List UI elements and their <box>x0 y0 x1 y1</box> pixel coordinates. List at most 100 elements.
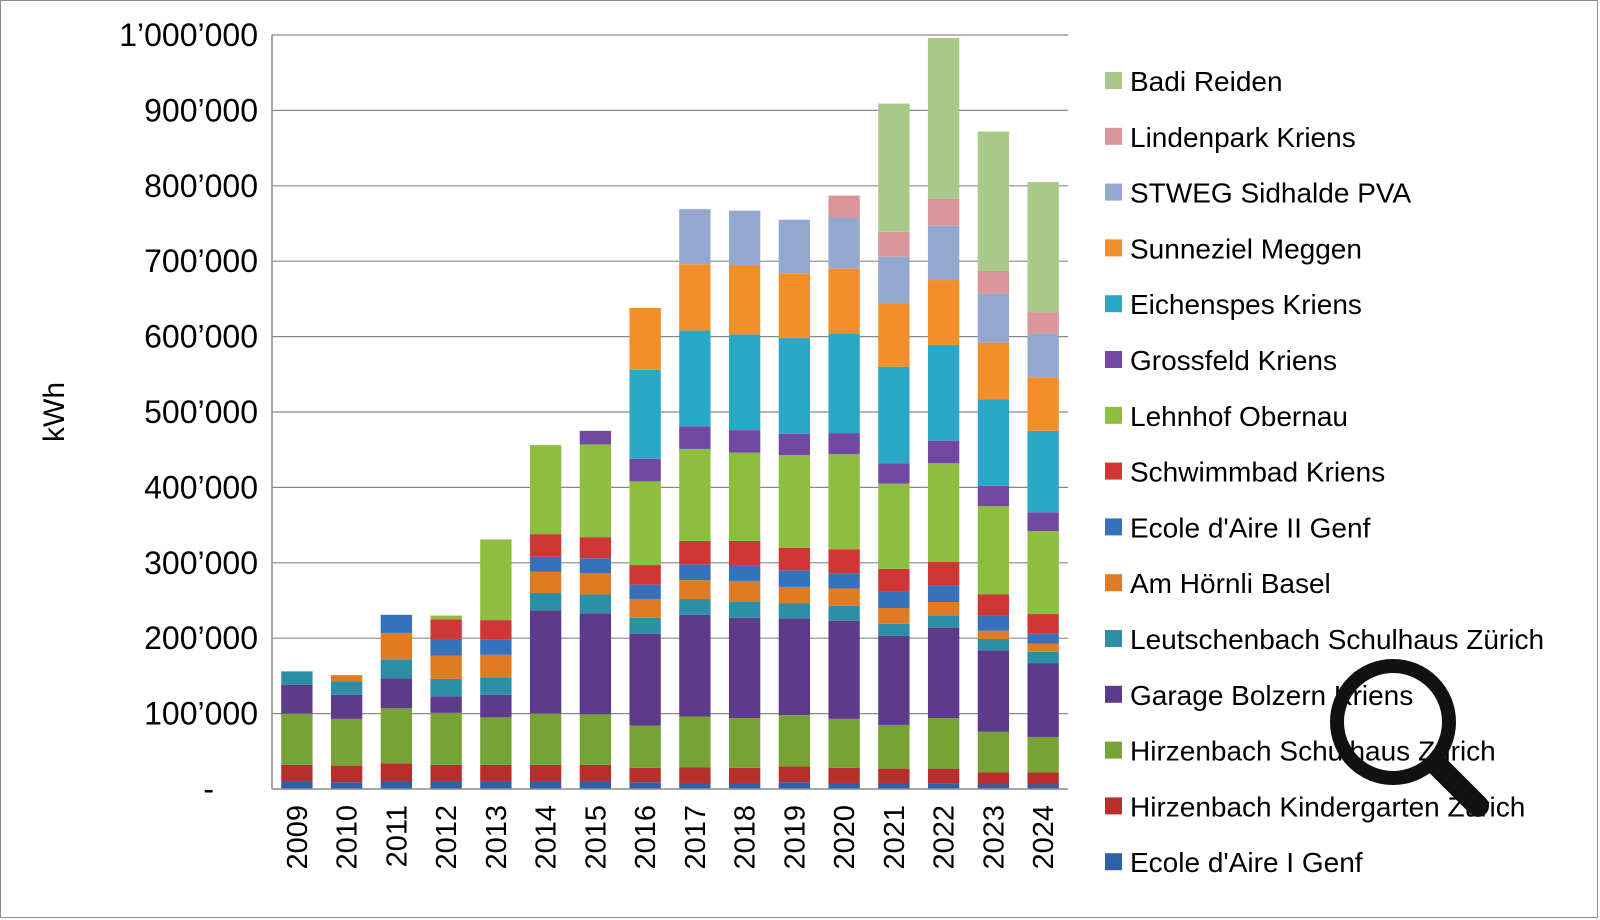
x-tick-label: 2024 <box>1028 805 1060 870</box>
bar-segment <box>878 256 910 304</box>
bar-segment <box>679 264 711 331</box>
bar-segment <box>330 718 363 766</box>
bar-segment <box>480 764 512 782</box>
bar-segment <box>430 712 462 765</box>
bar-segment <box>629 565 661 585</box>
bar-segment <box>977 594 1010 616</box>
legend-label: Badi Reiden <box>1130 66 1283 97</box>
bar-segment <box>878 366 910 464</box>
bar-segment <box>430 764 462 782</box>
y-tick-label: 500’000 <box>144 394 258 430</box>
legend-label: Lehnhof Obernau <box>1130 401 1348 432</box>
bar-segment <box>480 781 512 789</box>
bar-segment <box>679 580 711 599</box>
bar-segment <box>728 565 761 581</box>
y-tick-label: 400’000 <box>144 469 258 505</box>
bar-segment <box>380 781 413 789</box>
bar-segment <box>977 731 1010 773</box>
bar-segment <box>430 696 462 713</box>
legend-label: Garage Bolzern Kriens <box>1130 680 1413 711</box>
legend-label: Ecole d'Aire II Genf <box>1130 512 1371 543</box>
bar-segment <box>579 613 612 715</box>
legend-label: Am Hörnli Basel <box>1130 568 1331 599</box>
bar-segment <box>430 781 462 789</box>
bar-segment <box>878 463 910 484</box>
bar-segment <box>529 571 562 593</box>
y-tick-label: 1’000’000 <box>119 17 258 53</box>
bar-segment <box>1027 736 1059 773</box>
bar-segment <box>828 767 860 783</box>
bar-segment <box>679 426 711 449</box>
legend-swatch <box>1105 853 1122 871</box>
bar-segment <box>380 708 413 764</box>
x-tick-label: 2019 <box>779 805 811 870</box>
bar-segment <box>679 598 711 615</box>
bar-segment <box>977 506 1010 595</box>
bar-segment <box>380 632 413 660</box>
bar-segment <box>927 585 960 603</box>
bar-segment <box>828 718 860 768</box>
bar-segment <box>828 268 860 334</box>
bar-segment <box>977 293 1010 343</box>
bar-segment <box>977 650 1010 732</box>
bar-segment <box>728 580 761 602</box>
bar-segment <box>529 713 562 765</box>
legend-label: Schwimmbad Kriens <box>1130 457 1385 488</box>
bar-segment <box>579 573 612 595</box>
bar-segment <box>927 463 960 563</box>
bar-segment <box>778 782 811 789</box>
x-tick-label: 2014 <box>531 805 563 870</box>
x-tick-labels: 2009 2010 2011 2012 2013 2014 2015 2016 2017 2018… <box>282 805 1060 870</box>
bar-segment <box>728 601 761 618</box>
bar-segment <box>977 772 1010 785</box>
magnifier-icon[interactable] <box>1308 650 1528 820</box>
bar-segment <box>1027 643 1059 652</box>
bar-segment <box>927 783 960 789</box>
bar-segment <box>728 767 761 783</box>
bar-segment <box>977 784 1010 789</box>
bar-segment <box>629 782 661 789</box>
bar-segment <box>579 558 612 574</box>
bar-segment <box>778 338 811 434</box>
bar-segment <box>878 231 910 257</box>
bar-segment <box>679 540 711 565</box>
bar-segment <box>778 547 811 571</box>
bar-segment <box>629 369 661 459</box>
bar-segment <box>579 537 612 559</box>
bar-segment <box>728 540 761 566</box>
bar-segment <box>728 617 761 719</box>
bar-segment <box>480 539 512 621</box>
bar-segment <box>330 681 363 695</box>
bar-segment <box>977 271 1010 294</box>
bar-segment <box>330 782 363 789</box>
bar-segment <box>927 280 960 345</box>
bar-segment <box>629 481 661 566</box>
y-tick-label: 800’000 <box>144 168 258 204</box>
bar-segment <box>927 344 960 441</box>
bar-segment <box>579 781 612 789</box>
bar-segment <box>1027 772 1059 785</box>
bar-segment <box>629 598 661 618</box>
bar-segment <box>281 684 313 714</box>
y-tick-label: 300’000 <box>144 545 258 581</box>
legend-swatch <box>1105 406 1122 424</box>
bar-segment <box>529 764 562 782</box>
legend-swatch <box>1105 351 1122 368</box>
bar-segment <box>480 654 512 678</box>
bar-segment <box>579 594 612 614</box>
bar-segment <box>878 568 910 592</box>
bar-segment <box>828 454 860 550</box>
bar-segment <box>380 614 413 633</box>
axes <box>271 35 1068 790</box>
bar-segment <box>430 619 462 639</box>
bar-segment <box>728 334 761 431</box>
bar-segment <box>330 675 363 682</box>
bar-segment <box>828 333 860 434</box>
bar-segment <box>679 330 711 427</box>
bar-segment <box>927 225 960 281</box>
bar-segment <box>480 639 512 655</box>
bar-segment <box>480 717 512 765</box>
bar-segment <box>430 638 462 656</box>
bar-segment <box>828 605 860 621</box>
